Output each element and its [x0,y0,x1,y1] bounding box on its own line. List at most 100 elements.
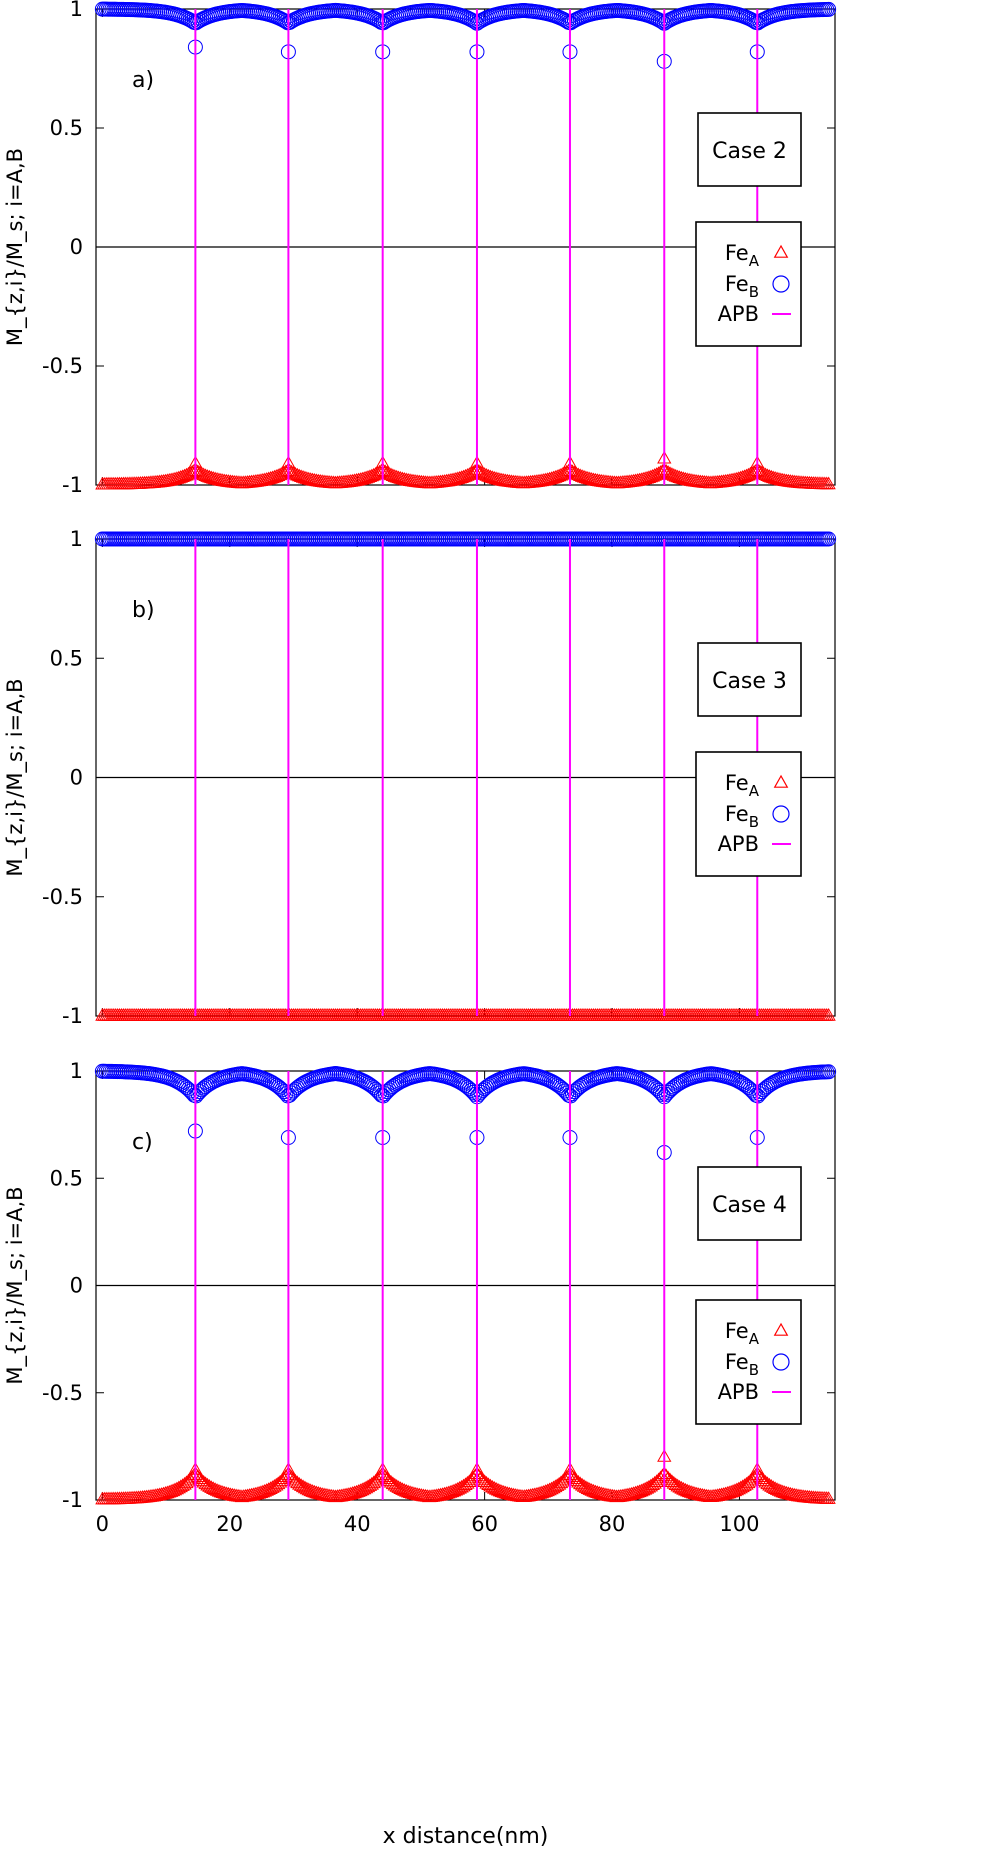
data-point-fe-a [364,1476,380,1490]
data-point-fe-a [659,463,674,477]
data-point-fe-a [381,1473,397,1486]
case-label: Case 3 [712,669,787,694]
y-tick-label: 1 [70,0,83,21]
data-point-fe-a [299,1481,315,1495]
data-point-fe-a [668,1477,683,1491]
data-point-fe-a [379,465,395,479]
data-point-fe-a [821,476,836,490]
data-point-fe-a [194,1473,209,1486]
series-fe-a [95,450,836,490]
data-point-fe-a [756,1473,771,1486]
data-point-fe-a [821,1007,836,1021]
data-point-fe-a [754,465,769,479]
data-point-fe-a [760,468,775,482]
data-point-fe-b [456,1076,472,1092]
data-point-fe-a [743,466,758,480]
data-point-fe-a [569,1473,584,1486]
legend-marker-fe-b [772,805,790,823]
data-point-fe-b [268,1077,284,1093]
data-point-fe-a [649,467,664,480]
data-point-fe-a [538,1484,553,1497]
data-point-fe-a [651,1472,666,1486]
data-point-fe-a [198,1476,213,1490]
data-point-fe-b [475,1082,491,1098]
case-box [697,642,802,717]
data-point-fe-a [269,1477,284,1491]
legend-label-apb: APB [718,1380,759,1404]
legend-marker-fe-a [773,244,789,258]
data-point-fe-a [666,468,681,481]
x-tick-label: 60 [471,1512,498,1536]
data-point-fe-b [643,1076,659,1092]
data-point-fe-b [821,531,837,547]
data-point-fe-a [764,1479,779,1492]
data-point-fe-b [282,1087,298,1103]
panel-label: a) [132,68,154,93]
legend-marker-fe-a [773,1322,789,1336]
series-fe-b [94,531,837,547]
y-tick-label: 0 [70,235,83,259]
data-point-fe-a [464,1472,479,1486]
x-tick-label: 0 [96,1512,109,1536]
data-point-fe-a [576,1479,592,1492]
data-point-fe-a [741,467,756,481]
data-point-fe-a [758,467,773,481]
data-point-fe-a [194,466,209,480]
data-point-fe-b [654,1086,670,1102]
legend-label-apb: APB [718,302,759,326]
data-point-fe-a [269,469,284,482]
case-label: Case 2 [712,139,787,164]
data-point-fe-a [760,1476,775,1490]
data-point-fe-a [569,466,584,480]
data-point-fe-a [181,466,196,480]
data-point-fe-a [731,1481,746,1495]
y-tick-label: -1 [62,1004,83,1028]
series-fe-a [95,1007,836,1021]
data-point-fe-a [385,468,401,482]
legend-marker-fe-a [773,774,789,788]
y-tick-label: -1 [62,473,83,497]
data-point-fe-a [479,1475,494,1489]
data-point-fe-a [739,1476,754,1490]
data-point-fe-b [379,1084,395,1100]
data-point-fe-a [737,1478,752,1491]
data-point-fe-a [385,1476,401,1490]
data-point-fe-b [173,1076,189,1092]
data-point-fe-a [544,1481,559,1495]
data-point-fe-b [366,1080,382,1096]
y-tick-label: 0.5 [50,1166,83,1190]
data-point-fe-a [567,465,582,479]
data-point-fe-a [351,1484,366,1497]
data-point-fe-a [387,1477,402,1491]
data-point-fe-a [395,1482,410,1495]
data-point-fe-a [293,1478,309,1491]
data-point-fe-a [292,468,307,482]
legend-label-fe-a: FeA [725,771,760,800]
data-point-fe-b [662,1082,678,1098]
data-point-fe-a [475,1472,490,1486]
data-point-fe-a [177,1476,192,1490]
y-tick-label: 0 [70,766,83,790]
data-point-fe-a [209,1483,225,1496]
data-point-fe-a [301,1482,316,1496]
data-point-fe-a [381,466,397,480]
data-point-fe-a [272,467,288,481]
data-point-fe-a [288,466,303,480]
data-point-fe-a [271,1476,286,1490]
data-point-fe-a [483,1478,498,1492]
data-point-fe-a [725,1484,741,1497]
panel-c: -1 -0.5 0 0.5 1 0 20 40 60 80 100 M_{z,i}/M_s; i=A,… [3,1059,837,1849]
data-point-fe-b [740,1080,756,1096]
legend-label-fe-a: FeA [725,1319,760,1348]
x-tick-label: 100 [719,1512,759,1536]
legend-marker-fe-b [772,275,790,293]
panel-label: c) [132,1130,153,1155]
y-axis-label: M_{z,i}/M_s; i=A,B [3,1186,28,1384]
data-point-fe-a [762,1477,777,1491]
data-point-fe-a [290,467,305,481]
data-point-fe-a [766,1480,781,1493]
data-point-fe-a [393,1481,408,1494]
data-point-fe-b [652,1084,668,1100]
